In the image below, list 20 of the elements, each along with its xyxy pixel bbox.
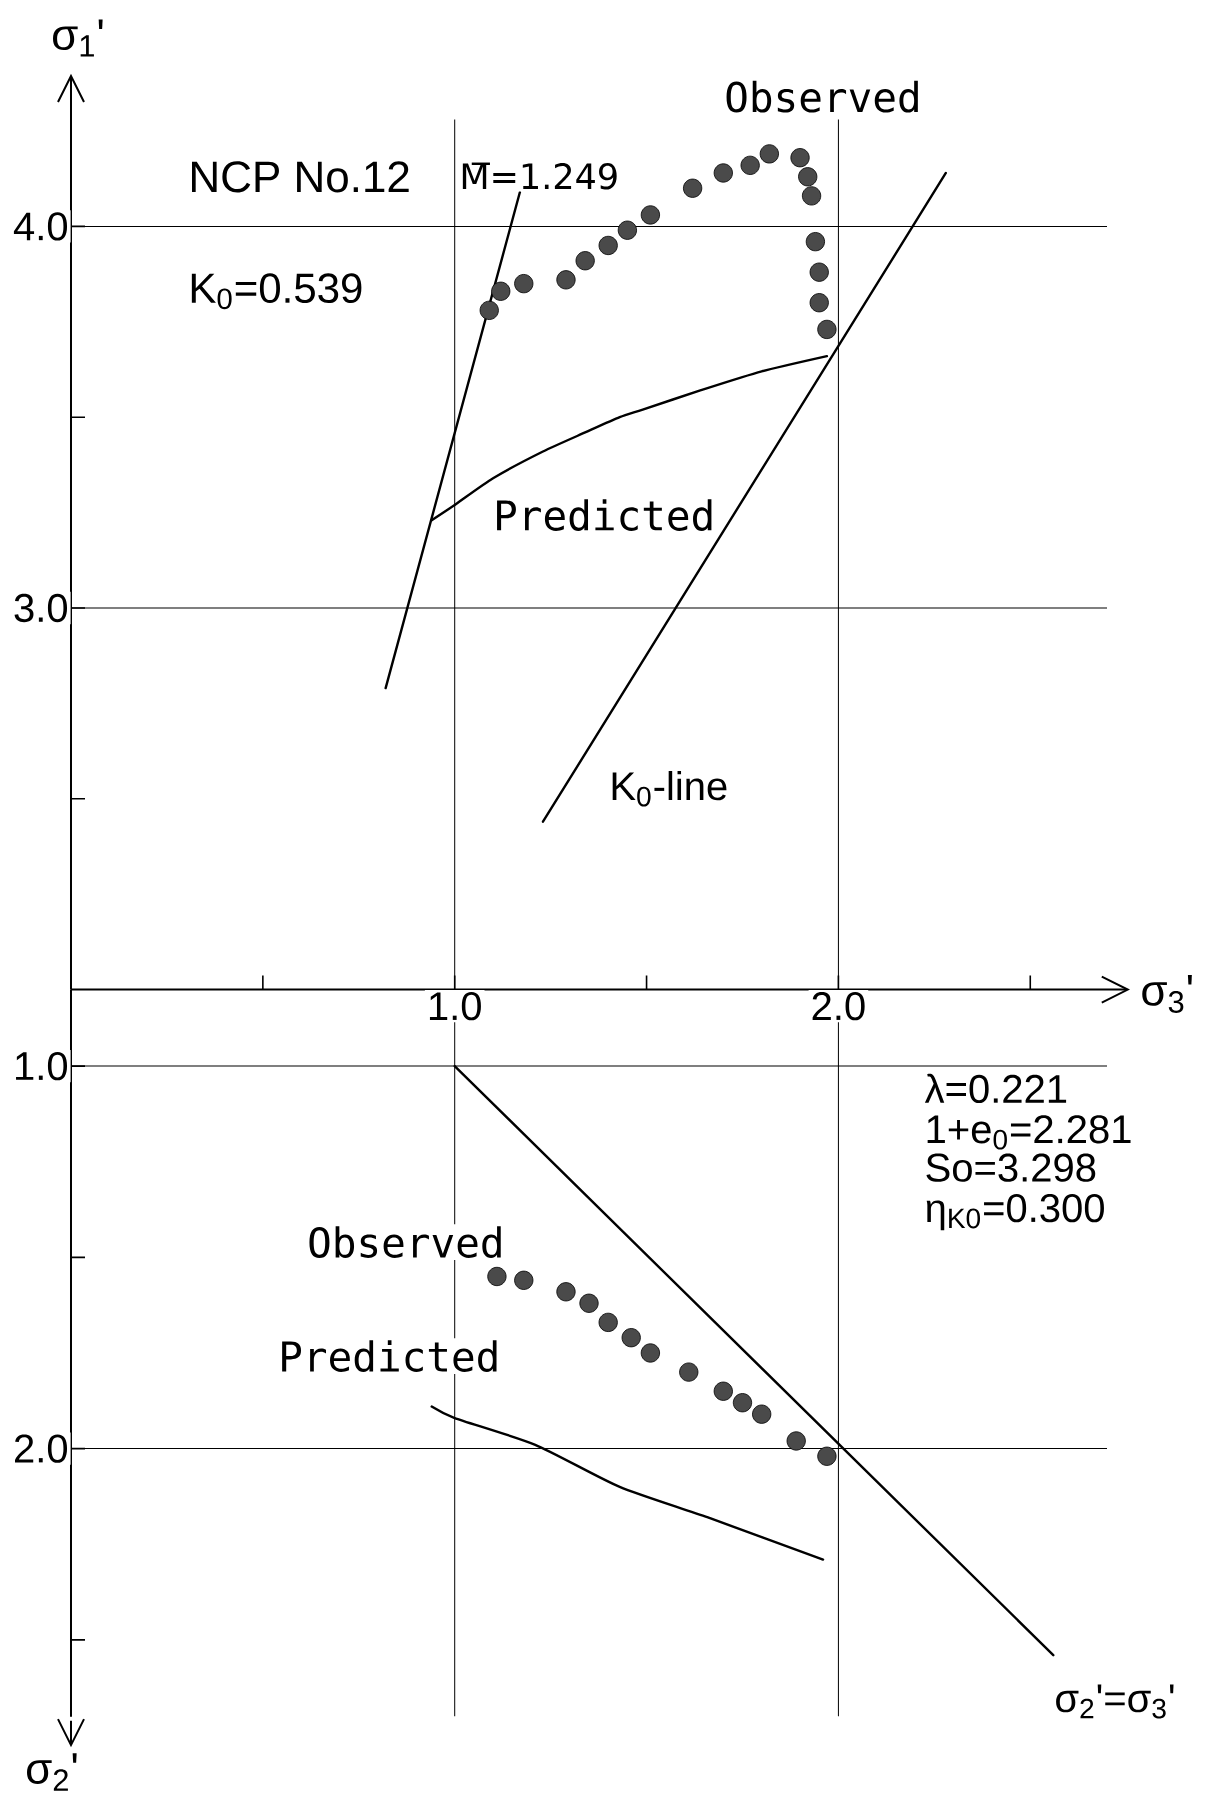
series-label: Predicted	[282, 1340, 497, 1372]
annotation: η$_{K0}$=0.300	[926, 1193, 1104, 1231]
series-label: σ$_{2}$'=σ$_{3}$'	[1056, 1684, 1174, 1719]
y-tick-label: 3.0	[14, 593, 68, 623]
y-tick-label: 4.0	[13, 212, 68, 241]
annotation: K$_{0}$=0.539	[191, 273, 362, 310]
annotation: NCP No.12	[192, 161, 409, 193]
y-axis-title: σ$_{2}$'	[27, 1753, 77, 1791]
annotation: So=3.298	[926, 1153, 1096, 1182]
series-label: M̅=1.249	[462, 162, 617, 190]
y-axis-title: σ$_{1}$'	[53, 19, 103, 57]
series-label: Predicted	[497, 499, 712, 531]
series-label: Observed	[726, 80, 918, 113]
series-label: K$_{0}$-line	[612, 771, 727, 807]
x-axis-title: σ$_{3}$'	[1142, 975, 1192, 1013]
annotation: 1+e$_{0}$=2.281	[927, 1115, 1131, 1150]
y-tick-label: 2.0	[15, 1434, 68, 1463]
y-tick-label: 1.0	[16, 1051, 68, 1081]
annotation: λ=0.221	[924, 1073, 1067, 1104]
series-label: Observed	[309, 1226, 501, 1258]
